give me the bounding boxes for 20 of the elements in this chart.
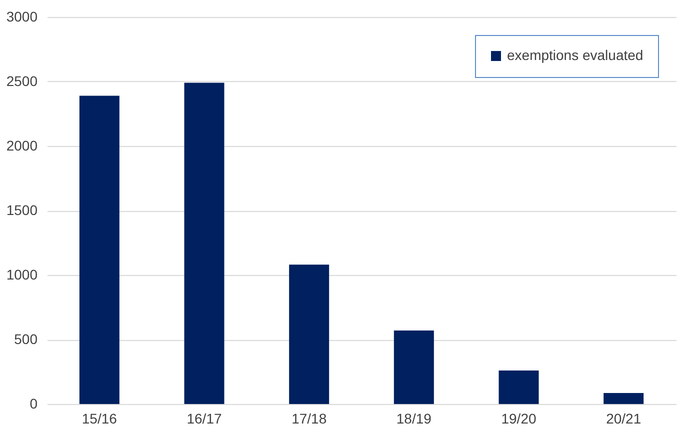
y-tick-label: 2500 bbox=[6, 73, 38, 89]
x-tick-label: 18/19 bbox=[396, 410, 432, 426]
bar bbox=[394, 330, 434, 404]
x-tick-label: 17/18 bbox=[292, 410, 327, 426]
y-tick-label: 1500 bbox=[6, 202, 38, 218]
y-tick-label: 0 bbox=[30, 396, 38, 412]
y-tick-label: 3000 bbox=[6, 8, 38, 24]
bar bbox=[604, 393, 644, 404]
bar bbox=[79, 96, 120, 404]
bar bbox=[498, 370, 539, 404]
y-tick-label: 1000 bbox=[6, 266, 38, 282]
x-tick-label: 20/21 bbox=[606, 410, 642, 426]
x-tick-label: 16/17 bbox=[186, 410, 222, 426]
bar bbox=[289, 264, 330, 404]
y-tick-label: 2000 bbox=[6, 138, 38, 154]
x-tick-label: 15/16 bbox=[82, 410, 118, 426]
y-tick-label: 500 bbox=[14, 331, 38, 347]
legend-label: exemptions evaluated bbox=[507, 47, 644, 63]
bar bbox=[184, 82, 224, 404]
x-tick-label: 19/20 bbox=[501, 410, 536, 426]
